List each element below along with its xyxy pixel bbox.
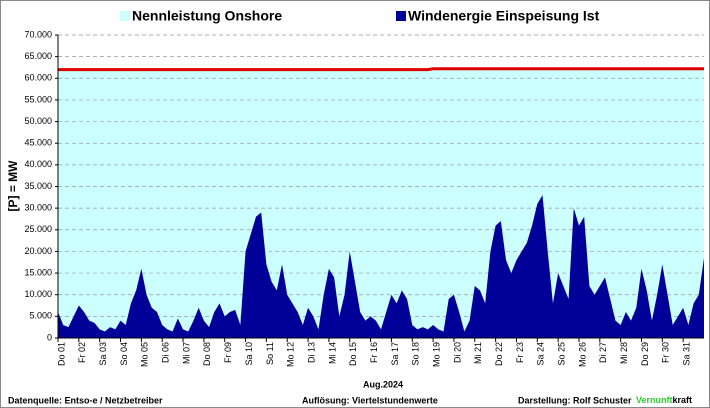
y-tick-label: 10.000	[24, 289, 52, 299]
x-tick-label: Fr 23	[515, 342, 525, 363]
x-tick-label: Do 01	[56, 342, 66, 366]
y-tick-label: 50.000	[24, 116, 52, 126]
x-tick-label: Mo 19	[431, 342, 441, 367]
footer-source: Datenquelle: Entso-e / Netzbetreiber	[8, 395, 163, 405]
y-tick-label: 40.000	[24, 159, 52, 169]
x-tick-label: Fr 02	[77, 342, 87, 363]
x-tick-label: Sa 10	[244, 342, 254, 366]
x-tick-label: Sa 03	[98, 342, 108, 366]
x-tick-label: So 11	[265, 342, 275, 365]
x-tick-label: Sa 31	[682, 342, 692, 366]
x-tick-label: Do 22	[494, 342, 504, 366]
y-tick-label: 0	[47, 332, 52, 342]
x-tick-label: Di 20	[452, 342, 462, 363]
y-tick-label: 60.000	[24, 73, 52, 83]
y-tick-label: 35.000	[24, 181, 52, 191]
y-tick-label: 30.000	[24, 203, 52, 213]
x-tick-label: Mo 26	[577, 342, 587, 367]
y-tick-label: 15.000	[24, 267, 52, 277]
x-tick-label: Mi 07	[181, 342, 191, 364]
x-tick-label: Mi 21	[473, 342, 483, 364]
x-axis-label: Aug.2024	[363, 379, 403, 389]
line	[58, 67, 704, 72]
y-tick-label: 5.000	[29, 311, 52, 321]
x-tick-label: So 04	[119, 342, 129, 366]
legend-label: Windenergie Einspeisung Ist	[408, 8, 600, 24]
footer-brand: Vernunftkraft	[636, 395, 692, 405]
footer-author: Darstellung: Rolf Schuster	[518, 395, 632, 405]
x-tick-label: Sa 24	[536, 342, 546, 366]
x-tick-label: Mo 12	[286, 342, 296, 367]
area	[58, 195, 704, 338]
x-tick-label: Mo 05	[140, 342, 150, 367]
x-tick-label: Fr 09	[223, 342, 233, 363]
legend-label: Nennleistung Onshore	[132, 8, 282, 24]
footer-resolution: Auflösung: Viertelstundenwerte	[302, 395, 438, 405]
x-tick-label: Sa 17	[390, 342, 400, 366]
x-tick-label: So 25	[557, 342, 567, 366]
x-tick-label: Di 27	[598, 342, 608, 363]
brand-b: kraft	[673, 395, 693, 405]
y-axis-label: [P] = MW	[6, 160, 20, 212]
y-tick-label: 55.000	[24, 94, 52, 104]
x-tick-label: Di 06	[161, 342, 171, 363]
y-tick-label: 25.000	[24, 224, 52, 234]
y-tick-label: 20.000	[24, 246, 52, 256]
y-tick-label: 45.000	[24, 138, 52, 148]
x-tick-label: Mi 28	[619, 342, 629, 364]
x-tick-label: Fr 30	[661, 342, 671, 363]
x-tick-label: So 18	[411, 342, 421, 366]
x-tick-label: Do 15	[348, 342, 358, 366]
legend-swatch	[120, 11, 130, 21]
legend-swatch	[396, 11, 406, 21]
y-tick-label: 70.000	[24, 29, 52, 39]
x-tick-label: Di 13	[306, 342, 316, 363]
x-tick-label: Do 29	[640, 342, 650, 366]
x-tick-label: Do 08	[202, 342, 212, 366]
brand-a: Vernunft	[636, 395, 673, 405]
x-tick-label: Mi 14	[327, 342, 337, 364]
y-tick-label: 65.000	[24, 51, 52, 61]
x-tick-label: Fr 16	[369, 342, 379, 363]
